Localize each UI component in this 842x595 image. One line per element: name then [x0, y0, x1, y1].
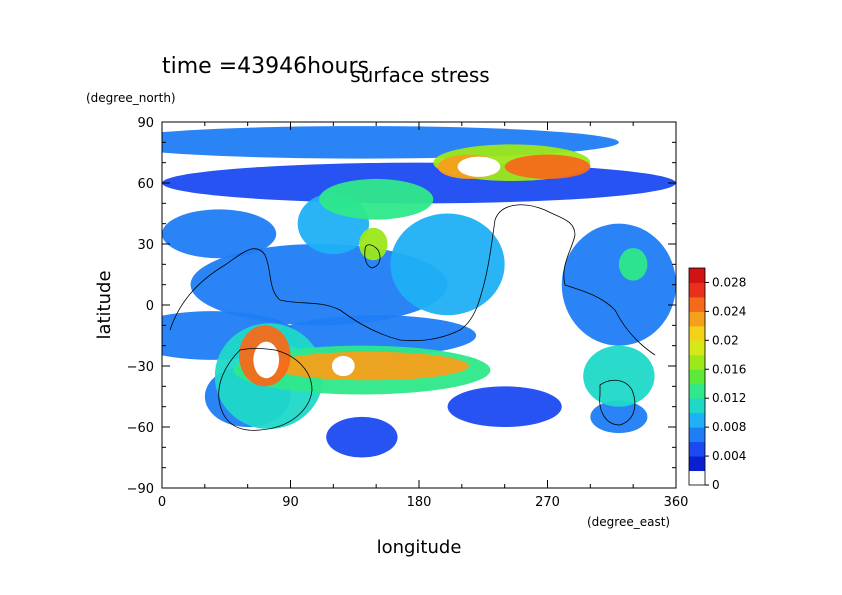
field-white-spot: [457, 156, 501, 177]
field-blob: [269, 351, 469, 381]
colorbar-swatch: [689, 441, 705, 457]
field-blob: [618, 248, 648, 281]
field-blob: [276, 315, 477, 356]
colorbar-tick-label: 0.008: [712, 420, 746, 434]
chart-time-label: time =43946hours: [162, 54, 369, 79]
x-unit-label: (degree_east): [587, 515, 670, 529]
colorbar-swatch: [689, 398, 705, 414]
colorbar-swatch: [689, 470, 705, 486]
colorbar-tick-label: 0.028: [712, 275, 746, 289]
y-tick-label: −30: [127, 360, 154, 375]
field-blob: [319, 178, 434, 220]
colorbar-tick-label: 0.012: [712, 391, 746, 405]
field-blob: [359, 227, 388, 261]
colorbar-frame: [688, 267, 706, 486]
colorbar-swatch: [689, 354, 705, 370]
y-tick-label: −90: [127, 482, 154, 497]
y-tick-label: 30: [137, 238, 154, 253]
field-blob: [583, 345, 655, 407]
field-white-spot: [331, 355, 355, 377]
colorbar-swatch: [689, 412, 705, 428]
x-tick-label: 360: [664, 495, 689, 510]
colorbar-swatch: [689, 268, 705, 283]
field-white-spot: [253, 341, 280, 379]
chart-title: surface stress: [350, 63, 489, 87]
colorbar-swatch: [689, 282, 705, 298]
y-axis-title: latitude: [94, 270, 115, 339]
heat-field: [162, 126, 676, 458]
colorbar-tick-label: 0: [712, 478, 720, 492]
colorbar-swatch: [689, 369, 705, 385]
y-axis: −90 −60 −30 0 30 60 90: [127, 116, 676, 497]
field-blob: [390, 213, 505, 316]
field-blob: [590, 400, 648, 434]
y-tick-label: 90: [137, 116, 154, 131]
colorbar-swatch: [689, 340, 705, 356]
colorbar-swatch: [689, 325, 705, 341]
coastlines: [169, 204, 656, 431]
colorbar-tick-label: 0.024: [712, 304, 746, 318]
field-blob: [504, 154, 591, 179]
field-blob: [162, 209, 277, 259]
x-tick-label: 90: [282, 495, 299, 510]
x-tick-label: 0: [158, 495, 166, 510]
y-unit-label: (degree_north): [86, 91, 176, 105]
colorbar-swatch: [689, 456, 705, 472]
field-blob: [190, 243, 448, 326]
x-tick-label: 180: [407, 495, 432, 510]
field-blob: [561, 223, 676, 346]
x-axis-title: longitude: [377, 537, 462, 558]
y-tick-label: 60: [137, 177, 154, 192]
x-axis: 0 90 180 270 360: [158, 122, 689, 510]
y-tick-label: −60: [127, 421, 154, 436]
field-blob: [447, 386, 562, 427]
colorbar-swatch: [689, 296, 705, 312]
x-tick-label: 270: [535, 495, 560, 510]
colorbar-swatch: [689, 311, 705, 327]
colorbar-swatch: [689, 427, 705, 443]
colorbar-tick-label: 0.004: [712, 449, 746, 463]
field-blob: [326, 416, 398, 458]
colorbar-tick-label: 0.02: [712, 333, 739, 347]
colorbar-tick-label: 0.016: [712, 362, 746, 376]
y-tick-label: 0: [146, 299, 154, 314]
colorbar-swatch: [689, 383, 705, 399]
colorbar: 0 0.004 0.008 0.012 0.016 0.02 0.024 0.028: [688, 267, 746, 492]
